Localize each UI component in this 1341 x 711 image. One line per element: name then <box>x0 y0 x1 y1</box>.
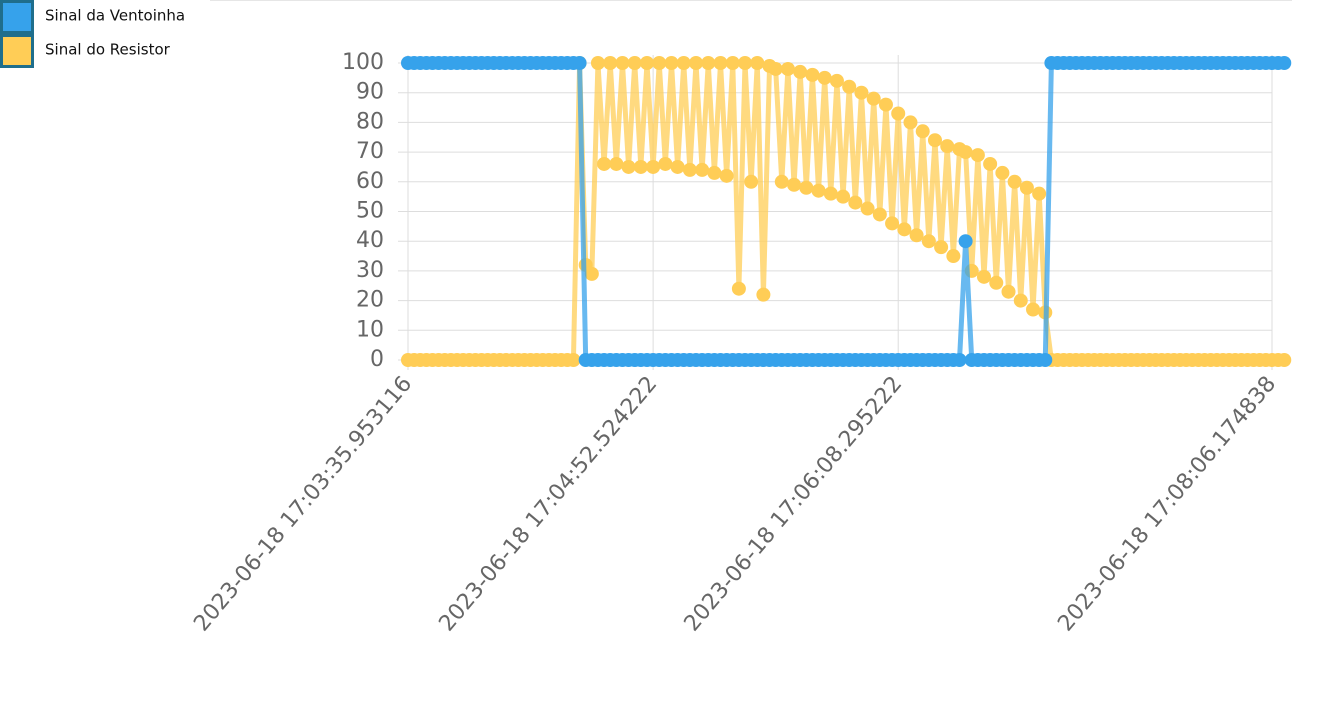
data-point <box>1013 293 1028 308</box>
data-point <box>989 275 1004 290</box>
data-point <box>805 67 820 82</box>
data-point <box>872 207 887 222</box>
data-point <box>627 56 642 70</box>
data-point <box>652 56 667 70</box>
data-point <box>854 85 869 100</box>
y-tick-label: 50 <box>356 199 384 224</box>
data-point <box>1277 353 1292 367</box>
data-point <box>921 234 936 249</box>
data-point <box>1032 186 1047 201</box>
y-tick-label: 100 <box>342 50 384 75</box>
data-point <box>719 168 734 183</box>
x-tick-label: 2023-06-18 17:03:35.953116 <box>189 372 417 637</box>
data-point <box>842 79 857 94</box>
data-point <box>970 148 985 163</box>
data-point <box>1277 56 1292 70</box>
x-tick-label: 2023-06-18 17:08:06.174838 <box>1053 372 1281 637</box>
data-point <box>768 61 783 76</box>
data-point <box>848 195 863 210</box>
y-tick-label: 60 <box>356 169 384 194</box>
data-point <box>977 269 991 284</box>
data-point <box>829 73 844 88</box>
data-point <box>866 91 881 106</box>
y-tick-label: 70 <box>356 139 384 164</box>
data-point <box>676 56 691 70</box>
data-point <box>1007 174 1022 189</box>
data-point <box>1038 353 1053 367</box>
legend-label: Sinal da Ventoinha <box>45 7 185 25</box>
data-point <box>664 56 679 70</box>
legend-swatch <box>0 0 34 34</box>
y-tick-label: 80 <box>356 109 384 134</box>
data-point <box>799 180 814 195</box>
data-point <box>891 106 906 121</box>
data-point <box>1019 180 1034 195</box>
y-tick-label: 10 <box>356 317 384 342</box>
data-point <box>738 56 753 70</box>
data-point <box>946 249 961 264</box>
x-tick-label: 2023-06-18 17:04:52.524222 <box>434 372 662 637</box>
data-point <box>584 266 599 281</box>
data-point <box>952 353 967 367</box>
data-point <box>897 222 912 237</box>
data-point <box>958 234 973 249</box>
y-tick-label: 30 <box>356 258 384 283</box>
data-point <box>787 177 802 192</box>
data-point <box>958 145 973 160</box>
data-point <box>934 240 949 255</box>
data-point <box>689 56 703 70</box>
data-point <box>823 186 838 201</box>
data-point <box>615 56 630 70</box>
y-tick-label: 90 <box>356 80 384 105</box>
y-tick-label: 20 <box>356 288 384 313</box>
data-point <box>860 201 875 216</box>
y-tick-label: 40 <box>356 228 384 253</box>
data-point <box>811 183 826 198</box>
data-point <box>707 165 722 180</box>
data-point <box>927 133 942 148</box>
data-point <box>609 156 624 171</box>
data-point <box>983 156 998 171</box>
data-point <box>695 162 710 177</box>
data-point <box>590 56 605 70</box>
data-point <box>701 56 716 70</box>
data-point <box>756 287 771 302</box>
data-point <box>903 115 918 130</box>
data-point <box>780 61 795 76</box>
legend-label: Sinal do Resistor <box>45 41 171 59</box>
data-point <box>725 56 740 70</box>
data-point <box>774 174 789 189</box>
data-point <box>597 156 612 171</box>
data-point <box>566 353 581 367</box>
data-point <box>836 189 851 204</box>
legend-swatch <box>0 34 34 68</box>
data-point <box>572 56 587 70</box>
data-point <box>639 56 654 70</box>
data-point <box>1001 284 1016 299</box>
data-point <box>646 159 661 174</box>
data-point <box>909 228 924 243</box>
data-point <box>633 159 648 174</box>
data-point <box>713 56 728 70</box>
data-point <box>878 97 893 112</box>
data-point <box>744 174 759 189</box>
data-point <box>915 124 930 139</box>
data-point <box>885 216 900 231</box>
data-point <box>995 165 1010 180</box>
data-point <box>682 162 697 177</box>
data-point <box>793 64 808 79</box>
data-point <box>817 70 832 85</box>
data-point <box>750 56 765 70</box>
data-point <box>940 139 955 154</box>
data-point <box>731 281 746 296</box>
data-point <box>658 156 673 171</box>
data-point <box>1026 302 1041 317</box>
y-tick-label: 0 <box>370 347 384 372</box>
x-tick-label: 2023-06-18 17:06:08.295222 <box>680 372 908 637</box>
data-point <box>621 159 636 174</box>
data-point <box>670 159 685 174</box>
data-point <box>603 56 618 70</box>
